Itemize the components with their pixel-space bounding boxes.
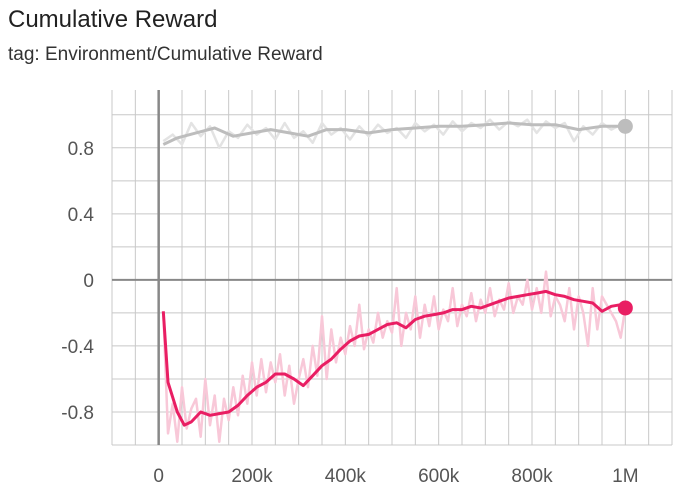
x-tick-label: 800k [511,466,553,487]
y-tick-label: -0.4 [61,337,94,358]
chart-subtitle: tag: Environment/Cumulative Reward [8,44,323,65]
series-2-end-marker [617,300,633,316]
series-2-smoothed-line [161,289,627,427]
y-tick-label: 0.4 [68,205,95,226]
y-tick-label: -0.8 [61,403,94,424]
x-tick-label: 400k [325,466,367,487]
y-tick-label: 0.8 [68,139,94,160]
x-tick-label: 0 [153,466,164,487]
series-2-raw-line [162,270,627,443]
series-1-end-marker [617,118,633,134]
x-tick-label: 200k [231,466,273,487]
x-tick-label: 600k [418,466,460,487]
x-tick-label: 1M [612,466,638,487]
series-1-smoothed-line [162,121,626,146]
y-tick-label: 0 [83,271,94,292]
chart-title: Cumulative Reward [8,6,218,33]
